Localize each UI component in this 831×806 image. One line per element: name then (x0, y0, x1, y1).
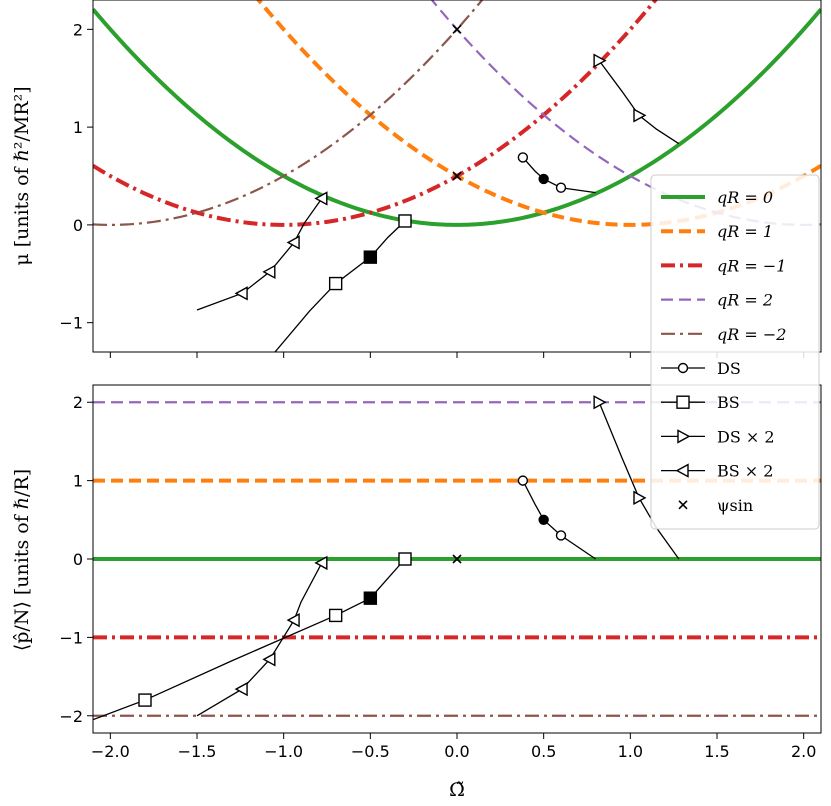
legend-label-3: qR = 2 (717, 291, 773, 310)
top-BSx2-marker-3 (234, 286, 248, 301)
bottom-BSx2-marker-3 (234, 681, 248, 697)
top-ytick-label-2: 1 (73, 118, 83, 137)
bottom-BSx2-marker-0 (314, 555, 328, 571)
legend: qR = 0 qR = 1 qR = −1 qR = 2 qR = −2 DS BS DS ×… (650, 174, 820, 530)
legend-entry-7: DS × 2 (661, 427, 775, 446)
bottom-DSx2-marker-1 (633, 490, 647, 506)
legend-label-2: qR = −1 (717, 256, 786, 275)
top-ylabel: μ [units of ℏ²/MR²] (11, 86, 33, 265)
legend-entry-0: qR = 0 (661, 188, 773, 207)
top-BS-marker-filled-0 (363, 250, 378, 264)
bottom-BSx2-marker-2 (262, 652, 276, 667)
top-psi-sin-marker-0 (452, 24, 462, 34)
top-panel: −1 0 1 2 (59, 0, 822, 358)
legend-label-7: DS × 2 (717, 427, 775, 446)
legend-swatch-8 (675, 463, 689, 478)
bottom-ylabel: ⟨p̂/N⟩ [units of ℏ/R] (11, 469, 33, 651)
bottom-ytick-label-1: −1 (59, 628, 83, 647)
legend-label-0: qR = 0 (717, 188, 773, 207)
legend-label-8: BS × 2 (717, 462, 773, 481)
bottom-BS-marker-filled-0 (363, 591, 378, 605)
top-BSx2-marker-1 (286, 235, 300, 250)
top-BS-marker-0 (398, 214, 412, 228)
legend-label-5: DS (717, 359, 741, 378)
bottom-panel: −2.0 −1.5 −1.0 −0.5 0.0 0.5 1.0 1.5 2.0 −2 −1 0 1 2 (59, 384, 822, 761)
top-BS-marker-1 (328, 276, 343, 291)
bottom-DS-marker-1 (555, 530, 567, 541)
bottom-plot-area (93, 395, 821, 721)
bottom-psi-sin-marker-0 (452, 554, 462, 564)
bottom-BS-marker-1 (328, 608, 343, 623)
legend-entry-8: BS × 2 (661, 462, 773, 481)
bottom-xtick-label-0: −2.0 (91, 742, 130, 761)
legend-label-1: qR = 1 (717, 222, 773, 241)
top-ytick-label-0: −1 (59, 314, 83, 333)
legend-entry-2: qR = −1 (661, 256, 786, 275)
top-DSx2-marker-1 (633, 108, 647, 123)
top-DS-marker-1 (555, 182, 567, 193)
bottom-xtick-label-8: 2.0 (791, 742, 816, 761)
bottom-DS-marker-0 (517, 475, 529, 486)
legend-entry-1: qR = 1 (661, 222, 773, 241)
top-DS-marker-0 (517, 152, 529, 163)
top-BS-curve (274, 220, 406, 352)
legend-label-9: ψsin (717, 496, 753, 515)
bottom-xtick-label-2: −1.0 (264, 742, 303, 761)
bottom-ytick-label-4: 2 (73, 393, 83, 412)
legend-entry-9: ψsin (678, 496, 753, 515)
top-ytick-label-1: 0 (73, 216, 83, 235)
bottom-xtick-label-7: 1.5 (704, 742, 729, 761)
bottom-xtick-label-3: −0.5 (351, 742, 390, 761)
top-DSx2-marker-0 (593, 53, 607, 68)
top-BSx2-curve (196, 198, 323, 311)
legend-label-6: BS (717, 393, 740, 412)
bottom-DS-marker-filled-0 (538, 514, 549, 526)
bottom-ytick-label-3: 1 (73, 472, 83, 491)
top-series-line-0 (93, 7, 821, 227)
bottom-ytick-label-2: 0 (73, 550, 83, 569)
legend-swatch-5 (677, 362, 689, 374)
top-DS-marker-filled-0 (538, 173, 549, 185)
bottom-BSx2-curve (196, 562, 323, 717)
legend-entry-3: qR = 2 (661, 291, 773, 310)
bottom-xtick-label-4: 0.0 (444, 742, 469, 761)
legend-label-4: qR = −2 (717, 325, 786, 344)
top-ytick-label-3: 2 (73, 20, 83, 39)
bottom-DS-curve (522, 480, 597, 560)
top-BSx2-marker-2 (262, 264, 276, 280)
bottom-BS-marker-0 (398, 552, 412, 566)
legend-entry-4: qR = −2 (661, 325, 786, 344)
legend-swatch-9 (678, 500, 688, 510)
legend-swatch-6 (676, 395, 690, 409)
bottom-ytick-label-0: −2 (59, 707, 83, 726)
bottom-BSx2-marker-1 (286, 612, 300, 628)
bottom-BS-marker-2 (138, 693, 152, 707)
bottom-xtick-label-6: 1.0 (618, 742, 643, 761)
top-DSx2-curve (598, 60, 680, 145)
legend-entry-6: BS (661, 393, 740, 412)
top-BSx2-marker-0 (314, 191, 328, 206)
bottom-xlabel: Ω̃ (449, 779, 465, 801)
legend-entry-5: DS (661, 359, 741, 378)
bottom-DSx2-marker-0 (593, 395, 607, 410)
bottom-xtick-label-1: −1.5 (178, 742, 217, 761)
bottom-xtick-label-5: 0.5 (531, 742, 556, 761)
top-psi-sin-marker-1 (452, 171, 462, 181)
legend-swatch-7 (677, 429, 691, 444)
